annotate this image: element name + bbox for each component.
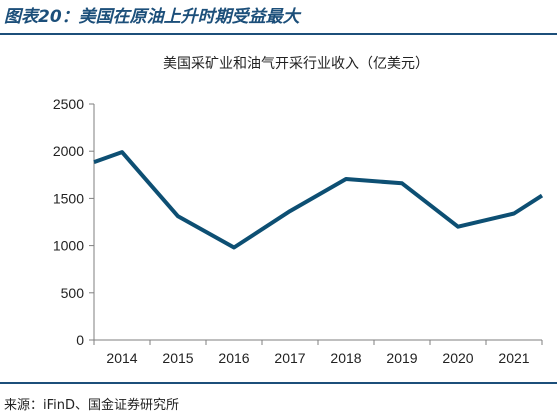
- x-tick-label: 2018: [330, 350, 361, 366]
- source-note: 来源：iFinD、国金证券研究所: [4, 398, 180, 413]
- y-tick-label: 2000: [53, 143, 84, 159]
- x-tick-label: 2014: [106, 350, 137, 366]
- chart-title: 美国采矿业和油气开采行业收入（亿美元）: [163, 56, 429, 72]
- x-axis-ticks: 2014 2015 2016 2017 2018 2019 2020 2021: [93, 340, 543, 366]
- y-tick-label: 0: [76, 332, 84, 348]
- y-tick-label: 500: [61, 285, 85, 301]
- y-tick-label: 1500: [53, 190, 84, 206]
- figure-title: 图表20：美国在原油上升时期受益最大: [4, 7, 300, 27]
- x-tick-label: 2017: [274, 350, 305, 366]
- y-axis-ticks: 0 500 1000 1500 2000 2500: [53, 96, 94, 348]
- x-tick-label: 2016: [218, 350, 249, 366]
- x-tick-label: 2019: [386, 350, 417, 366]
- x-tick-label: 2020: [442, 350, 473, 366]
- y-tick-label: 1000: [53, 238, 84, 254]
- top-divider: [0, 33, 557, 35]
- bottom-divider: [0, 382, 557, 384]
- y-tick-label: 2500: [53, 96, 84, 112]
- x-tick-label: 2021: [498, 350, 529, 366]
- series-line: [93, 150, 544, 250]
- x-tick-label: 2015: [162, 350, 193, 366]
- line-chart: 美国采矿业和油气开采行业收入（亿美元） 0 500 1000 1500 2000 2500…: [53, 56, 544, 366]
